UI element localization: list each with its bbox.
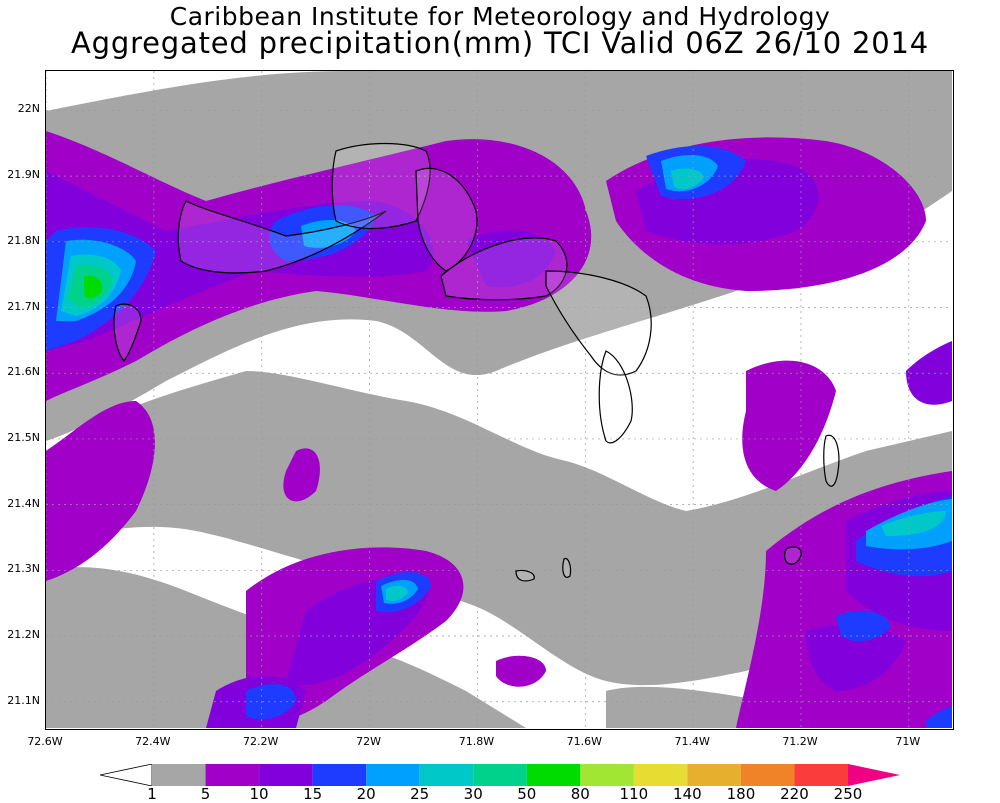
chart-subtitle: Aggregated precipitation(mm) TCI Valid 0… xyxy=(71,26,929,60)
precip-band-50-80 xyxy=(84,275,103,299)
island-south-caicos xyxy=(598,350,633,444)
lon-label: 72.4W xyxy=(135,735,171,748)
lon-label: 72W xyxy=(356,735,381,748)
colorbar-over-triangle xyxy=(848,764,900,786)
colorbar-under-triangle xyxy=(100,764,153,786)
colorbar-segment xyxy=(152,764,206,786)
colorbar-segment xyxy=(580,764,634,786)
colorbar-level-label: 1 xyxy=(147,785,157,803)
colorbar-level-label: 250 xyxy=(833,785,863,803)
lat-label: 22N xyxy=(17,102,40,116)
colorbar-level-label: 5 xyxy=(200,785,211,803)
colorbar-level-label: 180 xyxy=(726,785,756,803)
colorbar-level-label: 50 xyxy=(517,785,537,803)
lon-label: 71.6W xyxy=(566,735,602,748)
colorbar-segment xyxy=(366,764,420,786)
colorbar-level-label: 10 xyxy=(249,785,269,803)
island-outlines xyxy=(113,142,840,582)
island-north-caicos xyxy=(331,142,431,230)
lat-label: 21.4N xyxy=(7,496,40,510)
colorbar-level-label: 140 xyxy=(673,785,702,803)
colorbar xyxy=(100,764,900,786)
island-west-caicos xyxy=(113,303,142,363)
colorbar-segment xyxy=(633,764,688,786)
island-cays-1 xyxy=(515,569,535,582)
lat-label: 21.8N xyxy=(7,233,40,247)
colorbar-level-label: 20 xyxy=(356,785,376,803)
lon-label: 71.4W xyxy=(674,735,710,748)
lat-label: 21.5N xyxy=(7,430,40,444)
island-grand-turk xyxy=(823,434,840,487)
colorbar-segment xyxy=(419,764,474,786)
colorbar-segment xyxy=(259,764,313,786)
island-east-caicos-south xyxy=(545,270,652,376)
lat-label: 21.6N xyxy=(7,365,40,379)
chart-title: Caribbean Institute for Meteorology and … xyxy=(169,2,831,31)
lat-label: 21.1N xyxy=(7,693,40,707)
colorbar-segment xyxy=(205,764,260,786)
colorbar-level-label: 25 xyxy=(410,785,430,803)
lon-label: 72.6W xyxy=(27,735,63,748)
lon-label: 72.2W xyxy=(243,735,279,748)
colorbar-segment xyxy=(473,764,527,786)
colorbar-segment xyxy=(312,764,367,786)
colorbar-segment xyxy=(740,764,795,786)
colorbar-level-label: 220 xyxy=(780,785,809,803)
lon-label: 71.2W xyxy=(782,735,818,748)
colorbar-segment xyxy=(794,764,848,786)
colorbar-segment xyxy=(687,764,741,786)
colorbar-segment xyxy=(526,764,581,786)
lat-label: 21.3N xyxy=(7,562,40,576)
island-middle-caicos xyxy=(415,167,478,272)
colorbar-level-label: 110 xyxy=(619,785,649,803)
colorbar-level-label: 80 xyxy=(570,785,590,803)
lat-label: 21.2N xyxy=(7,628,40,642)
lat-label: 21.9N xyxy=(7,168,40,182)
lat-label: 21.7N xyxy=(7,299,40,313)
colorbar-level-label: 30 xyxy=(463,785,483,803)
island-salt-cay xyxy=(784,546,802,565)
precipitation-map xyxy=(45,70,954,730)
island-cays-2 xyxy=(562,557,572,578)
lon-label: 71W xyxy=(895,735,921,748)
graticule xyxy=(46,71,952,728)
colorbar-level-label: 15 xyxy=(303,785,323,803)
island-providenciales xyxy=(177,200,387,274)
lon-label: 71.8W xyxy=(458,735,495,748)
